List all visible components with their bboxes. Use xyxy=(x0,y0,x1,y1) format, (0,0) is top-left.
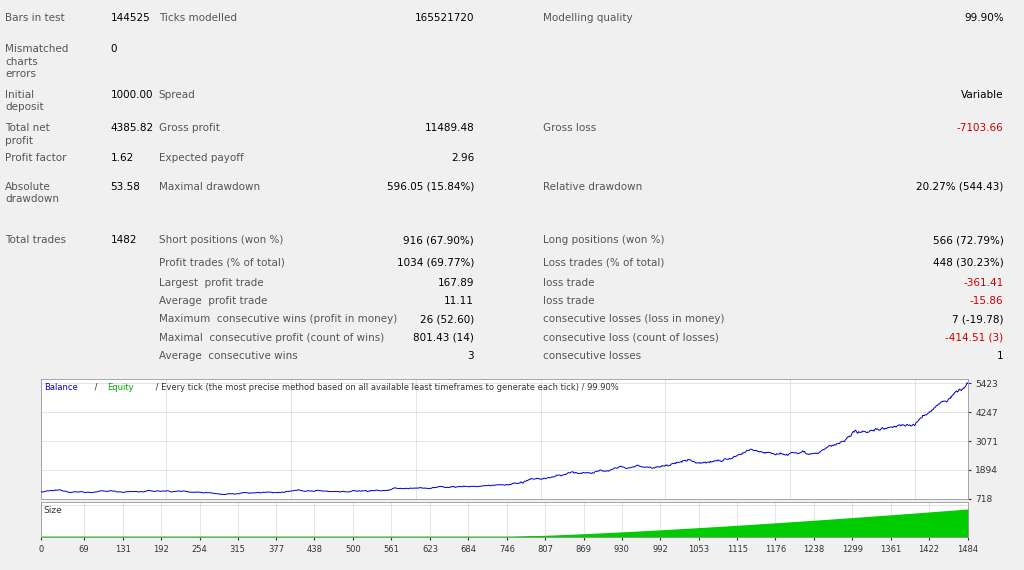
Text: -15.86: -15.86 xyxy=(970,296,1004,306)
Text: Maximal  consecutive profit (count of wins): Maximal consecutive profit (count of win… xyxy=(159,333,384,343)
Text: 1.62: 1.62 xyxy=(111,153,134,162)
Text: 1482: 1482 xyxy=(111,235,137,245)
Text: Profit factor: Profit factor xyxy=(5,153,67,162)
Text: 26 (52.60): 26 (52.60) xyxy=(420,314,474,324)
Text: /: / xyxy=(92,382,100,392)
Text: Relative drawdown: Relative drawdown xyxy=(543,182,642,192)
Text: 1034 (69.77%): 1034 (69.77%) xyxy=(396,258,474,267)
Text: Profit trades (% of total): Profit trades (% of total) xyxy=(159,258,285,267)
Text: Mismatched
charts
errors: Mismatched charts errors xyxy=(5,44,69,79)
Text: 53.58: 53.58 xyxy=(111,182,140,192)
Text: 801.43 (14): 801.43 (14) xyxy=(414,333,474,343)
Text: Maximal drawdown: Maximal drawdown xyxy=(159,182,260,192)
Text: 2.96: 2.96 xyxy=(451,153,474,162)
Text: 0: 0 xyxy=(111,44,117,54)
Text: 1000.00: 1000.00 xyxy=(111,90,154,100)
Text: Equity: Equity xyxy=(106,382,133,392)
Text: -7103.66: -7103.66 xyxy=(956,123,1004,133)
Text: 1: 1 xyxy=(997,351,1004,361)
Text: consecutive loss (count of losses): consecutive loss (count of losses) xyxy=(543,333,719,343)
Text: 165521720: 165521720 xyxy=(415,13,474,23)
Text: -361.41: -361.41 xyxy=(964,278,1004,288)
Text: 3: 3 xyxy=(468,351,474,361)
Text: Expected payoff: Expected payoff xyxy=(159,153,244,162)
Text: 596.05 (15.84%): 596.05 (15.84%) xyxy=(387,182,474,192)
Text: loss trade: loss trade xyxy=(543,278,594,288)
Text: 99.90%: 99.90% xyxy=(964,13,1004,23)
Text: consecutive losses (loss in money): consecutive losses (loss in money) xyxy=(543,314,724,324)
Text: consecutive losses: consecutive losses xyxy=(543,351,641,361)
Text: Balance: Balance xyxy=(44,382,78,392)
Text: Spread: Spread xyxy=(159,90,196,100)
Text: Average  profit trade: Average profit trade xyxy=(159,296,267,306)
Text: Long positions (won %): Long positions (won %) xyxy=(543,235,665,245)
Text: 11.11: 11.11 xyxy=(444,296,474,306)
Text: 144525: 144525 xyxy=(111,13,151,23)
Text: Short positions (won %): Short positions (won %) xyxy=(159,235,283,245)
Text: -414.51 (3): -414.51 (3) xyxy=(945,333,1004,343)
Text: 11489.48: 11489.48 xyxy=(424,123,474,133)
Text: Loss trades (% of total): Loss trades (% of total) xyxy=(543,258,665,267)
Text: Gross profit: Gross profit xyxy=(159,123,219,133)
Text: 4385.82: 4385.82 xyxy=(111,123,154,133)
Text: Ticks modelled: Ticks modelled xyxy=(159,13,237,23)
Text: 7 (-19.78): 7 (-19.78) xyxy=(952,314,1004,324)
Text: loss trade: loss trade xyxy=(543,296,594,306)
Text: Total net
profit: Total net profit xyxy=(5,123,50,145)
Text: Variable: Variable xyxy=(961,90,1004,100)
Text: 448 (30.23%): 448 (30.23%) xyxy=(933,258,1004,267)
Text: Modelling quality: Modelling quality xyxy=(543,13,633,23)
Text: Largest  profit trade: Largest profit trade xyxy=(159,278,263,288)
Text: / Every tick (the most precise method based on all available least timeframes to: / Every tick (the most precise method ba… xyxy=(154,382,618,392)
Text: Average  consecutive wins: Average consecutive wins xyxy=(159,351,297,361)
Text: Initial
deposit: Initial deposit xyxy=(5,90,44,112)
Text: 167.89: 167.89 xyxy=(437,278,474,288)
Text: Bars in test: Bars in test xyxy=(5,13,65,23)
Text: Maximum  consecutive wins (profit in money): Maximum consecutive wins (profit in mone… xyxy=(159,314,397,324)
Text: 566 (72.79%): 566 (72.79%) xyxy=(933,235,1004,245)
Text: 20.27% (544.43): 20.27% (544.43) xyxy=(916,182,1004,192)
Text: Gross loss: Gross loss xyxy=(543,123,596,133)
Text: Total trades: Total trades xyxy=(5,235,67,245)
Text: 916 (67.90%): 916 (67.90%) xyxy=(403,235,474,245)
Text: Size: Size xyxy=(44,506,62,515)
Text: Absolute
drawdown: Absolute drawdown xyxy=(5,182,59,205)
